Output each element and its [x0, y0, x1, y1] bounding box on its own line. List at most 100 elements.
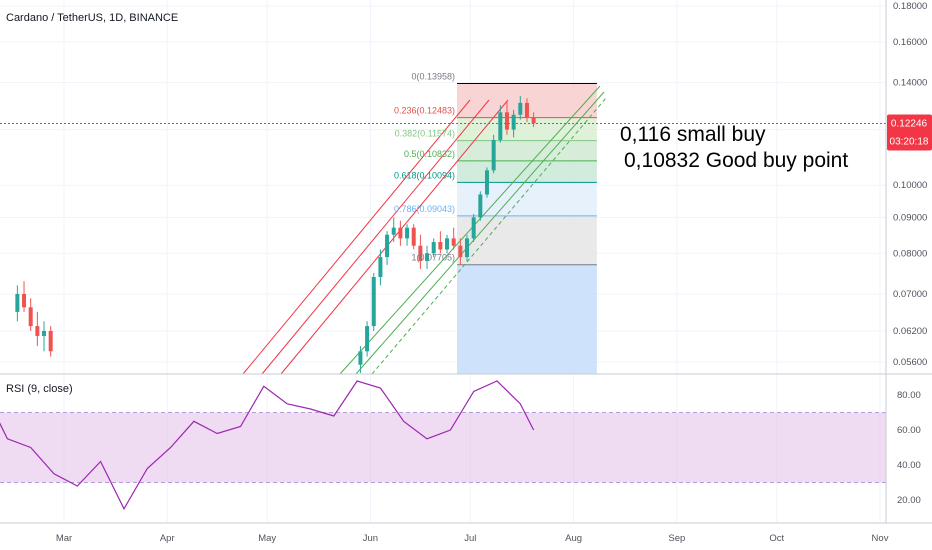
- time-axis-label: Sep: [668, 533, 685, 544]
- fib-level-label: 1(0.07705): [411, 253, 455, 263]
- candle-body: [371, 277, 376, 327]
- candle: [445, 234, 450, 254]
- candle-body: [418, 245, 423, 261]
- trend-channels[interactable]: [242, 85, 607, 375]
- price-axis-label: 0.05600: [893, 357, 927, 368]
- rsi-line: [0, 380, 535, 511]
- fib-zone: [457, 140, 597, 161]
- green-channel-line[interactable]: [339, 85, 601, 375]
- candle-body: [531, 117, 536, 124]
- candle-body: [35, 326, 40, 336]
- candle-body: [518, 102, 523, 115]
- candle-body: [365, 326, 370, 352]
- price-axis-label: 0.14000: [893, 78, 927, 89]
- candle: [48, 326, 53, 357]
- candle-body: [498, 112, 503, 140]
- candle-body: [411, 227, 416, 246]
- price-axis-label: 0.06200: [893, 326, 927, 337]
- candle: [28, 298, 33, 331]
- time-axis-label: Oct: [769, 533, 784, 544]
- time-axis-label: Mar: [56, 533, 72, 544]
- candle-body: [504, 112, 509, 130]
- candle-body: [358, 351, 363, 365]
- time-axis-label: Nov: [872, 533, 889, 544]
- green-channel-median[interactable]: [371, 97, 607, 375]
- candle: [411, 224, 416, 250]
- candle: [365, 321, 370, 357]
- candle-body: [465, 238, 470, 258]
- green-channel-line[interactable]: [355, 91, 605, 375]
- annotation-good-buy[interactable]: 0,10832 Good buy point: [624, 149, 848, 172]
- red-channel-line[interactable]: [280, 99, 509, 375]
- time-axis[interactable]: Mar Apr May Jun Jul Aug Sep Oct Nov: [56, 533, 889, 544]
- candle: [22, 281, 27, 312]
- candle-body: [15, 293, 20, 312]
- red-channel-line[interactable]: [242, 99, 471, 375]
- time-axis-label: Aug: [565, 533, 582, 544]
- candle: [398, 220, 403, 246]
- countdown-timer: 03:20:18: [890, 136, 929, 147]
- candle-body: [378, 257, 383, 278]
- price-axis[interactable]: 0.180000.160000.140000.120000.100000.090…: [893, 1, 927, 368]
- candle-body: [458, 245, 463, 258]
- fib-zone: [457, 182, 597, 216]
- red-channel-line[interactable]: [261, 99, 490, 375]
- current-price-tag: 0.12246 03:20:18: [887, 114, 932, 151]
- candle-body: [491, 139, 496, 171]
- time-axis-label: May: [258, 533, 276, 544]
- candle-body: [451, 238, 456, 246]
- price-axis-label: 0.18000: [893, 1, 927, 12]
- candle: [451, 227, 456, 250]
- fib-level-label: 0.236(0.12483): [394, 106, 455, 116]
- candle-body: [478, 194, 483, 218]
- candle: [42, 321, 47, 352]
- rsi-axis-label: 80.00: [897, 390, 921, 401]
- candle: [431, 238, 436, 258]
- current-price-value: 0.12246: [891, 118, 928, 129]
- candle: [418, 234, 423, 269]
- fib-level-label: 0.382(0.11574): [395, 129, 455, 139]
- candlestick-series: [15, 95, 536, 374]
- candle-body: [405, 227, 410, 239]
- candle: [35, 311, 40, 347]
- candle: [484, 167, 489, 198]
- candle: [385, 231, 390, 265]
- rsi-band: [0, 412, 886, 483]
- fibonacci-labels: 0(0.13958) 0.236(0.12483) 0.382(0.11574) 0.…: [394, 72, 455, 263]
- candle: [478, 191, 483, 221]
- fib-level-label: 0(0.13958): [411, 72, 455, 82]
- candle-body: [431, 242, 436, 254]
- fib-level-label: 0.618(0.10094): [394, 170, 455, 180]
- candle-body: [48, 330, 53, 352]
- candle-body: [524, 102, 529, 118]
- candle-body: [511, 114, 516, 130]
- candle-body: [398, 227, 403, 239]
- rsi-axis-label: 20.00: [897, 495, 921, 506]
- rsi-axis-label: 40.00: [897, 460, 921, 471]
- candle: [358, 346, 363, 374]
- rsi-axis[interactable]: 80.00 60.00 40.00 20.00: [897, 390, 921, 506]
- price-axis-label: 0.16000: [893, 37, 927, 48]
- fib-level-label: 0.5(0.10832): [404, 149, 455, 159]
- price-axis-label: 0.10000: [893, 180, 927, 191]
- candle: [391, 217, 396, 243]
- candle: [524, 98, 529, 123]
- candle: [471, 213, 476, 243]
- candle-body: [438, 242, 443, 250]
- fibonacci-retracement[interactable]: [457, 83, 597, 374]
- fib-zone: [457, 215, 597, 265]
- rsi-pane: [0, 380, 886, 511]
- candle-body: [42, 330, 47, 336]
- candle: [531, 112, 536, 128]
- annotation-small-buy[interactable]: 0,116 small buy: [620, 123, 766, 146]
- candle: [425, 245, 430, 269]
- candle-body: [385, 234, 390, 258]
- candle: [458, 238, 463, 265]
- candle: [371, 272, 376, 331]
- chart-title: Cardano / TetherUS, 1D, BINANCE: [6, 12, 178, 24]
- candle: [15, 285, 20, 322]
- candle-body: [391, 227, 396, 235]
- candle: [465, 234, 470, 261]
- candle: [438, 231, 443, 254]
